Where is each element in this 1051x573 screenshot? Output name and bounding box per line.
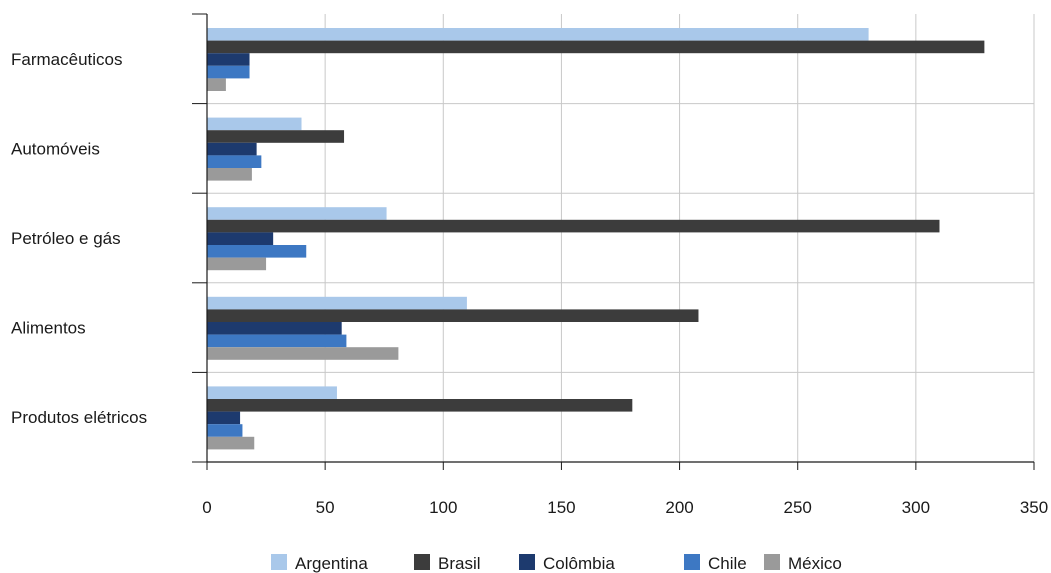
legend-swatch (764, 554, 780, 570)
bar-chile-1 (207, 65, 250, 79)
legend-swatch (414, 554, 430, 570)
x-tick-label: 200 (665, 498, 693, 517)
bar-brasil-3 (207, 219, 940, 233)
legend: Argentina Brasil Colômbia Chile México (271, 554, 842, 573)
legend-item: Chile (684, 554, 747, 573)
legend-label: Colômbia (543, 554, 615, 573)
gridlines (324, 14, 1035, 462)
bar-méxico-2 (207, 168, 252, 181)
bar-argentina-4 (207, 296, 467, 310)
x-tick-label: 100 (429, 498, 457, 517)
legend-label: México (788, 554, 842, 573)
x-tick-label: 250 (784, 498, 812, 517)
y-axis-ticks (192, 13, 1034, 463)
bar-méxico-3 (207, 257, 267, 271)
bar-chile-3 (207, 245, 307, 258)
legend-swatch (271, 554, 287, 570)
bar-brasil-4 (207, 309, 699, 322)
category-label: Produtos elétricos (11, 408, 147, 427)
legend-label: Chile (708, 554, 747, 573)
x-tick-label: 350 (1020, 498, 1048, 517)
legend-swatch (684, 554, 700, 570)
category-label: Alimentos (11, 319, 86, 338)
bar-colômbia-1 (207, 53, 250, 66)
bar-argentina-2 (207, 117, 302, 131)
legend-item: Brasil (414, 554, 481, 573)
x-tick-label: 150 (547, 498, 575, 517)
bar-argentina-3 (207, 207, 387, 220)
legend-label: Argentina (295, 554, 368, 573)
bars (207, 28, 985, 450)
bar-méxico-5 (207, 436, 255, 450)
bar-chile-2 (207, 155, 262, 168)
legend-item: Colômbia (519, 554, 615, 573)
category-label: Farmacêuticos (11, 50, 122, 69)
bar-colômbia-2 (207, 142, 257, 156)
bar-argentina-1 (207, 28, 869, 41)
bar-colômbia-3 (207, 232, 274, 245)
legend-item: Argentina (271, 554, 368, 573)
legend-label: Brasil (438, 554, 481, 573)
category-label: Automóveis (11, 139, 100, 158)
x-tick-label: 50 (316, 498, 335, 517)
category-labels: Farmacêuticos Automóveis Petróleo e gás Ali… (11, 50, 147, 427)
bar-brasil-1 (207, 40, 985, 54)
category-label: Petróleo e gás (11, 229, 121, 248)
bar-chile-4 (207, 334, 347, 348)
x-tick-label: 0 (202, 498, 211, 517)
bar-chile-5 (207, 424, 243, 437)
bar-méxico-1 (207, 78, 226, 91)
x-axis-ticks: 0 50 100 150 200 250 300 350 (202, 462, 1048, 517)
bar-méxico-4 (207, 347, 399, 360)
bar-argentina-5 (207, 386, 337, 399)
x-tick-label: 300 (902, 498, 930, 517)
bar-brasil-5 (207, 399, 633, 412)
bar-colômbia-4 (207, 322, 342, 335)
bar-colômbia-5 (207, 411, 241, 425)
bar-brasil-2 (207, 130, 345, 143)
legend-swatch (519, 554, 535, 570)
legend-item: México (764, 554, 842, 573)
